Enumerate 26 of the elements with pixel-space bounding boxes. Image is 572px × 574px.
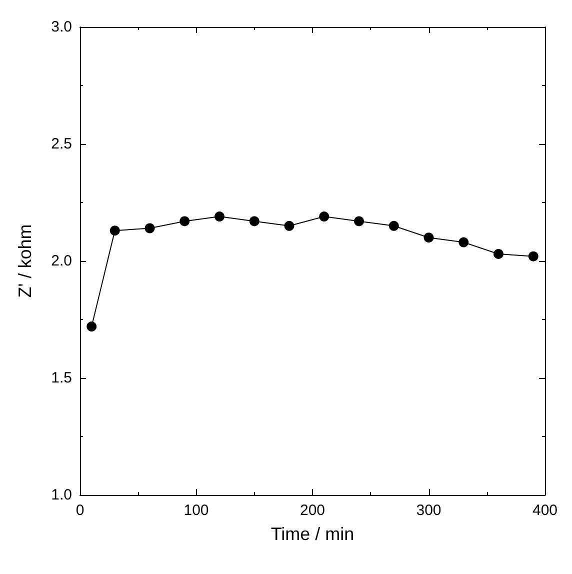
x-tick-label: 200 [300, 502, 326, 519]
y-tick-label: 2.5 [51, 136, 72, 152]
x-tick-label: 0 [76, 502, 84, 519]
point [249, 216, 260, 226]
x-tick-label: 400 [532, 502, 558, 519]
point [86, 322, 97, 332]
y-tick-label: 1.5 [51, 370, 72, 386]
point [388, 220, 399, 231]
point [424, 232, 434, 243]
point [180, 216, 190, 226]
y-tick-label: 3.0 [51, 18, 72, 36]
y-tick-label: 2.0 [51, 252, 72, 270]
x-tick-label: 300 [416, 502, 442, 519]
point [528, 251, 538, 262]
y-axis-title: Z' / kohm [15, 224, 35, 298]
point [458, 237, 469, 248]
point [319, 212, 330, 222]
point [494, 248, 504, 259]
y-tick-label: 1.0 [51, 486, 72, 504]
point [214, 212, 224, 222]
x-tick-label: 100 [184, 502, 209, 519]
point [354, 216, 364, 226]
x-axis-title: Time / min [270, 524, 354, 544]
point [284, 220, 294, 231]
point [110, 226, 120, 236]
point [144, 223, 155, 234]
